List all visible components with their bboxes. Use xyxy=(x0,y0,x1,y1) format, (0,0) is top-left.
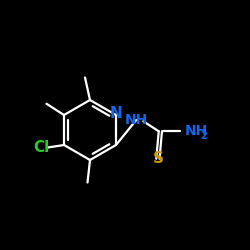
Text: 2: 2 xyxy=(201,131,207,141)
Text: Cl: Cl xyxy=(34,140,50,155)
Text: NH: NH xyxy=(185,124,208,138)
Text: S: S xyxy=(153,151,164,166)
Text: N: N xyxy=(110,106,122,121)
Text: NH: NH xyxy=(124,113,148,127)
